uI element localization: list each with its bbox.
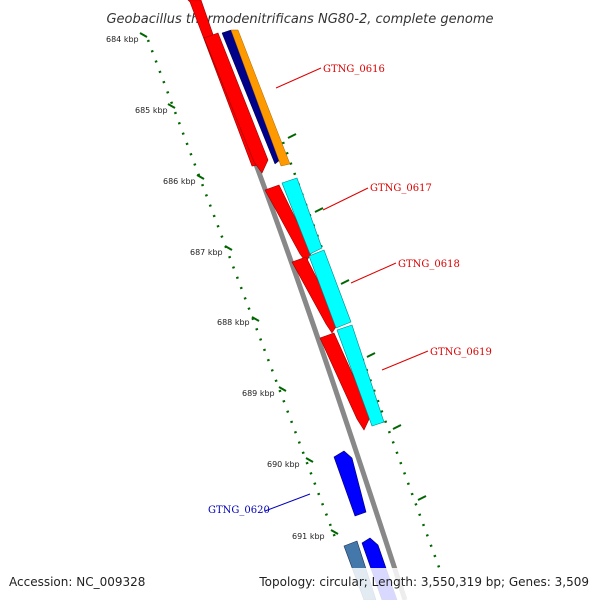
map-title: Geobacillus thermodenitrificans NG80-2, …	[106, 12, 493, 27]
cds-feature[interactable]	[203, 32, 269, 174]
cds-feature[interactable]	[336, 324, 385, 427]
cds-feature[interactable]	[319, 332, 372, 431]
outer-tick-mark	[287, 133, 297, 139]
outer-tick-mark	[366, 352, 376, 358]
tick-mark	[224, 245, 233, 251]
accession-text: Accession: NC_009328	[9, 575, 145, 589]
tick-label: 685 kbp	[135, 106, 168, 115]
inner-dotted-ring	[146, 39, 338, 541]
tick-mark	[330, 529, 339, 535]
outer-tick-mark	[417, 495, 427, 501]
label-leader-line	[350, 262, 397, 284]
cds-feature[interactable]	[264, 184, 313, 263]
tick-label: 686 kbp	[163, 177, 196, 186]
cds-feature[interactable]	[281, 177, 323, 255]
tick-label: 688 kbp	[217, 318, 250, 327]
genome-summary-text: Topology: circular; Length: 3,550,319 bp…	[258, 575, 589, 589]
cds-feature[interactable]	[308, 249, 352, 329]
gene-label[interactable]: GTNG_0619	[430, 347, 492, 358]
tick-label: 684 kbp	[106, 35, 139, 44]
footer-bar	[0, 568, 600, 600]
gene-labels: GTNG_0616 GTNG_0617 GTNG_0618 GTNG_0619 …	[208, 64, 492, 516]
label-leader-line	[322, 187, 369, 211]
kbp-ticks: 684 kbp 685 kbp 686 kbp 687 kbp 688 kbp …	[106, 32, 427, 541]
tick-mark	[167, 103, 176, 109]
cds-feature[interactable]	[230, 29, 291, 167]
tick-label: 691 kbp	[292, 532, 325, 541]
tick-label: 690 kbp	[267, 460, 300, 469]
tick-label: 687 kbp	[190, 248, 223, 257]
gene-label[interactable]: GTNG_0618	[398, 259, 460, 270]
label-leader-line	[264, 493, 311, 512]
gene-label[interactable]: GTNG_0620	[208, 505, 270, 516]
tick-mark	[278, 386, 287, 392]
gene-label[interactable]: GTNG_0617	[370, 183, 432, 194]
tick-label: 689 kbp	[242, 389, 275, 398]
outer-tick-mark	[314, 207, 324, 213]
tick-mark	[196, 174, 205, 180]
forward-strand-features	[221, 29, 385, 427]
tick-mark	[139, 32, 148, 38]
outer-tick-mark	[392, 424, 402, 430]
label-leader-line	[381, 350, 429, 371]
reverse-strand-features	[187, 0, 372, 431]
label-leader-line	[275, 67, 322, 89]
gene-label[interactable]: GTNG_0616	[323, 64, 385, 75]
cds-feature[interactable]	[333, 450, 367, 517]
outer-tick-mark	[340, 279, 350, 285]
tick-mark	[305, 457, 314, 463]
tick-mark	[251, 316, 260, 322]
